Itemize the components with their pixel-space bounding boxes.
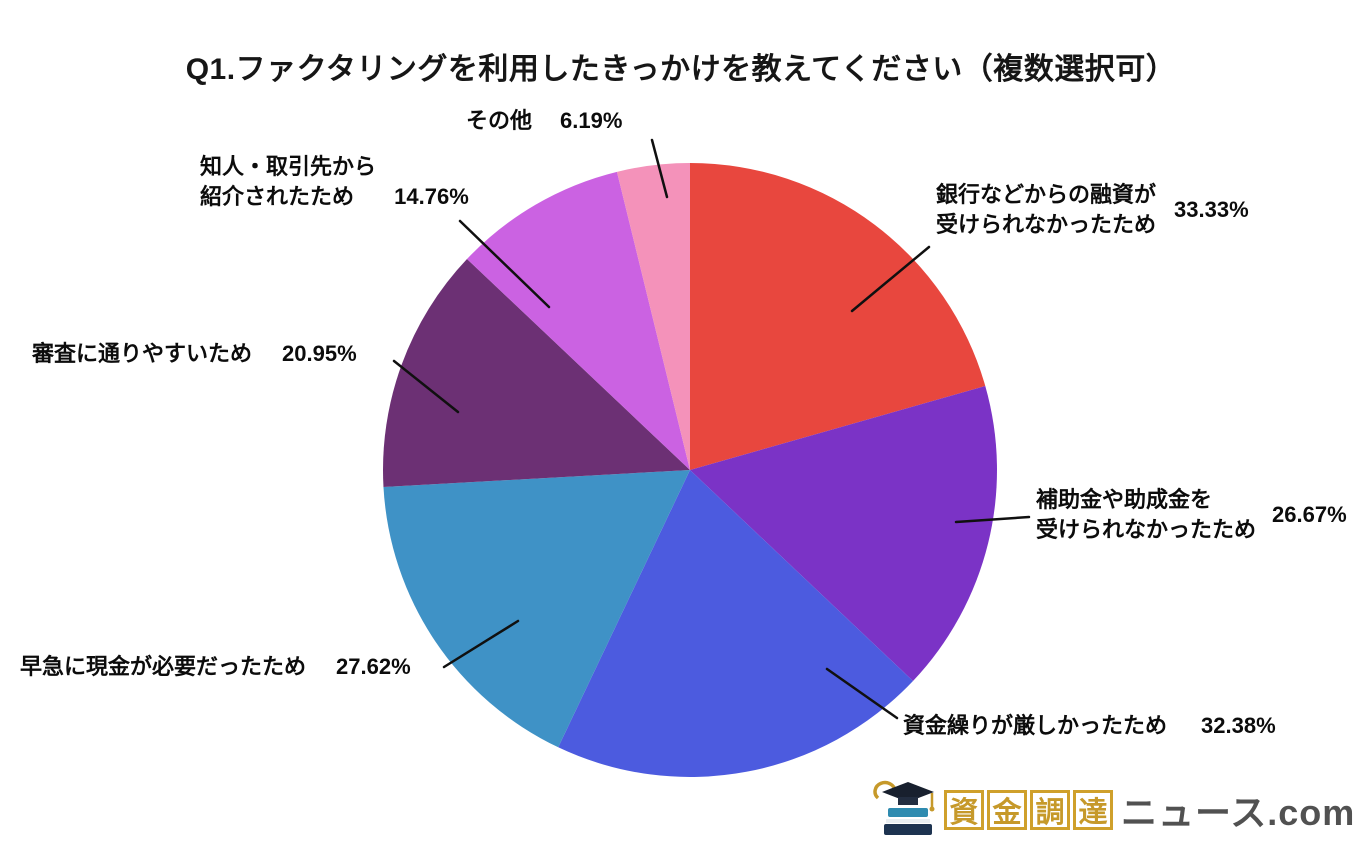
pie-slice-bank-loan xyxy=(690,163,986,470)
callout-subsidy-pct: 26.67% xyxy=(1272,502,1347,527)
leader-line-screening xyxy=(392,359,460,414)
callout-other: その他 6.19% xyxy=(466,106,622,136)
logo-suffix: ニュース.com xyxy=(1121,792,1356,833)
leader-line-referral xyxy=(458,219,551,309)
logo-box-char: 調 xyxy=(1030,790,1070,830)
leader-line-cash-flow xyxy=(825,667,899,720)
callout-referral-pct: 14.76% xyxy=(394,184,469,209)
callout-bank-loan-pct: 33.33% xyxy=(1174,197,1249,222)
callout-cash-flow-pct: 32.38% xyxy=(1201,713,1276,738)
logo-box-char: 達 xyxy=(1073,790,1113,830)
callout-bank-loan-line2: 受けられなかったため xyxy=(936,212,1157,237)
leader-line-subsidy xyxy=(954,515,1031,524)
leader-line-urgent-cash xyxy=(442,619,520,669)
site-logo: 資 金 調 達 ニュース.com xyxy=(872,778,1355,842)
callout-bank-loan: 銀行などからの融資が 受けられなかったため 33.33% xyxy=(936,180,1249,240)
callout-referral-line2: 紹介されたため xyxy=(200,184,355,209)
callout-referral: 知人・取引先から 紹介されたため 14.76% xyxy=(200,152,469,212)
pie-slice-urgent-cash xyxy=(383,470,690,748)
pie-slice-cash-flow xyxy=(558,470,913,778)
callout-urgent-cash: 早急に現金が必要だったため 27.62% xyxy=(20,652,411,682)
callout-cash-flow-label: 資金繰りが厳しかったため xyxy=(903,713,1168,738)
logo-box-char: 金 xyxy=(987,790,1027,830)
callout-urgent-cash-pct: 27.62% xyxy=(336,654,411,679)
pie-slice-other xyxy=(616,163,690,470)
callout-subsidy-line2: 受けられなかったため xyxy=(1036,517,1257,542)
callout-screening: 審査に通りやすいため 20.95% xyxy=(32,339,357,369)
pie-slice-subsidy xyxy=(690,385,997,681)
leader-lines xyxy=(392,138,1031,720)
logo-box-char: 資 xyxy=(944,790,984,830)
callout-subsidy-line1: 補助金や助成金を xyxy=(1036,487,1213,512)
pie-slices xyxy=(383,163,997,778)
callout-screening-label: 審査に通りやすいため xyxy=(32,341,253,366)
callout-other-label: その他 xyxy=(466,108,533,133)
pie-slice-referral xyxy=(467,171,690,470)
leader-line-bank-loan xyxy=(850,245,931,313)
pie-slice-screening xyxy=(383,259,690,487)
callout-urgent-cash-label: 早急に現金が必要だったため xyxy=(20,654,307,679)
callout-other-pct: 6.19% xyxy=(560,108,623,133)
chart-title: Q1.ファクタリングを利用したきっかけを教えてください（複数選択可） xyxy=(185,53,1177,86)
callout-referral-line1: 知人・取引先から xyxy=(200,154,377,179)
logo-icon xyxy=(873,780,935,835)
callout-bank-loan-line1: 銀行などからの融資が xyxy=(936,182,1157,207)
callout-cash-flow: 資金繰りが厳しかったため 32.38% xyxy=(903,711,1276,741)
logo-boxed-text: 資 金 調 達 xyxy=(944,790,1113,830)
callout-subsidy: 補助金や助成金を 受けられなかったため 26.67% xyxy=(1036,485,1347,545)
callout-screening-pct: 20.95% xyxy=(282,341,357,366)
leader-line-other xyxy=(650,138,669,199)
